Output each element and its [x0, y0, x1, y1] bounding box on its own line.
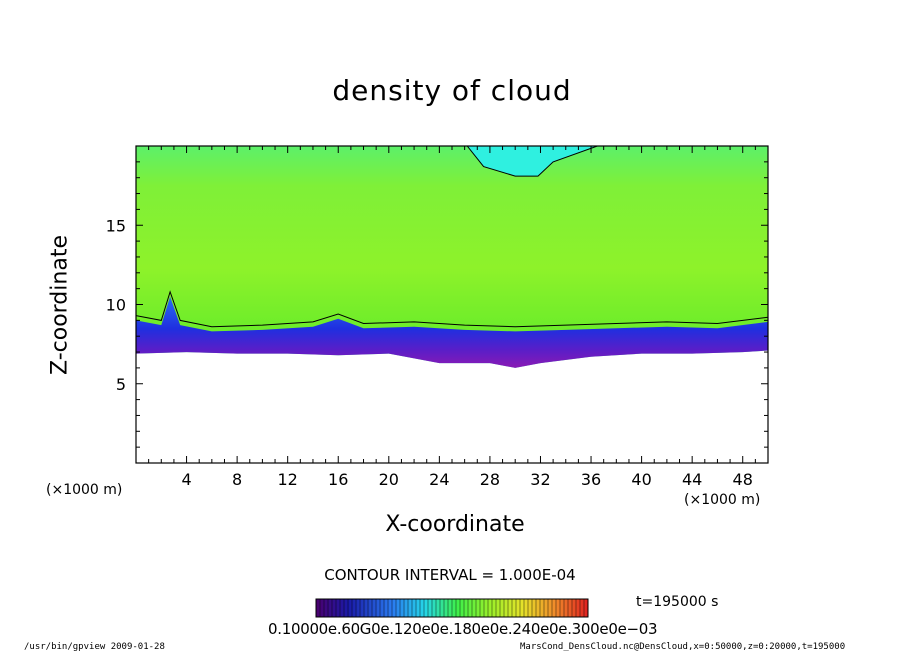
x-tick-label: 28: [480, 470, 500, 489]
contour-interval-label: CONTOUR INTERVAL = 1.000E-04: [324, 566, 576, 584]
cloud-field: [136, 146, 768, 368]
x-tick-label: 32: [530, 470, 550, 489]
x-tick-label: 12: [278, 470, 298, 489]
x-unit-label-left: (×1000 m): [46, 482, 123, 498]
x-tick-label: 16: [328, 470, 348, 489]
footer-right: MarsCond_DensCloud.nc@DensCloud,x=0:5000…: [520, 642, 846, 652]
time-label: t=195000 s: [636, 594, 719, 610]
x-unit-label-right: (×1000 m): [684, 492, 761, 508]
x-tick-label: 4: [181, 470, 191, 489]
y-tick-label: 5: [116, 375, 126, 394]
y-axis-label: Z-coordinate: [47, 235, 73, 375]
x-tick-label: 48: [733, 470, 753, 489]
x-tick-label: 36: [581, 470, 601, 489]
colorbar-tick-labels: 0.10000e.60G0e.120e0e.180e0e.240e0e.300e…: [268, 620, 658, 638]
y-tick-label: 10: [106, 296, 126, 315]
upper-cyan-region: [467, 146, 598, 177]
contour-line-high: [466, 146, 598, 177]
dense-base-layer: [136, 296, 768, 368]
contour-line-low: [136, 290, 768, 328]
x-tick-label: 8: [232, 470, 242, 489]
footer-left: /usr/bin/gpview 2009-01-28: [24, 642, 165, 652]
x-tick-label: 40: [631, 470, 651, 489]
x-tick-label: 20: [379, 470, 399, 489]
x-tick-label: 24: [429, 470, 449, 489]
x-tick-label: 44: [682, 470, 702, 489]
x-axis-label: X-coordinate: [385, 512, 525, 537]
chart-title: density of cloud: [332, 74, 572, 107]
y-tick-label: 15: [106, 216, 126, 235]
